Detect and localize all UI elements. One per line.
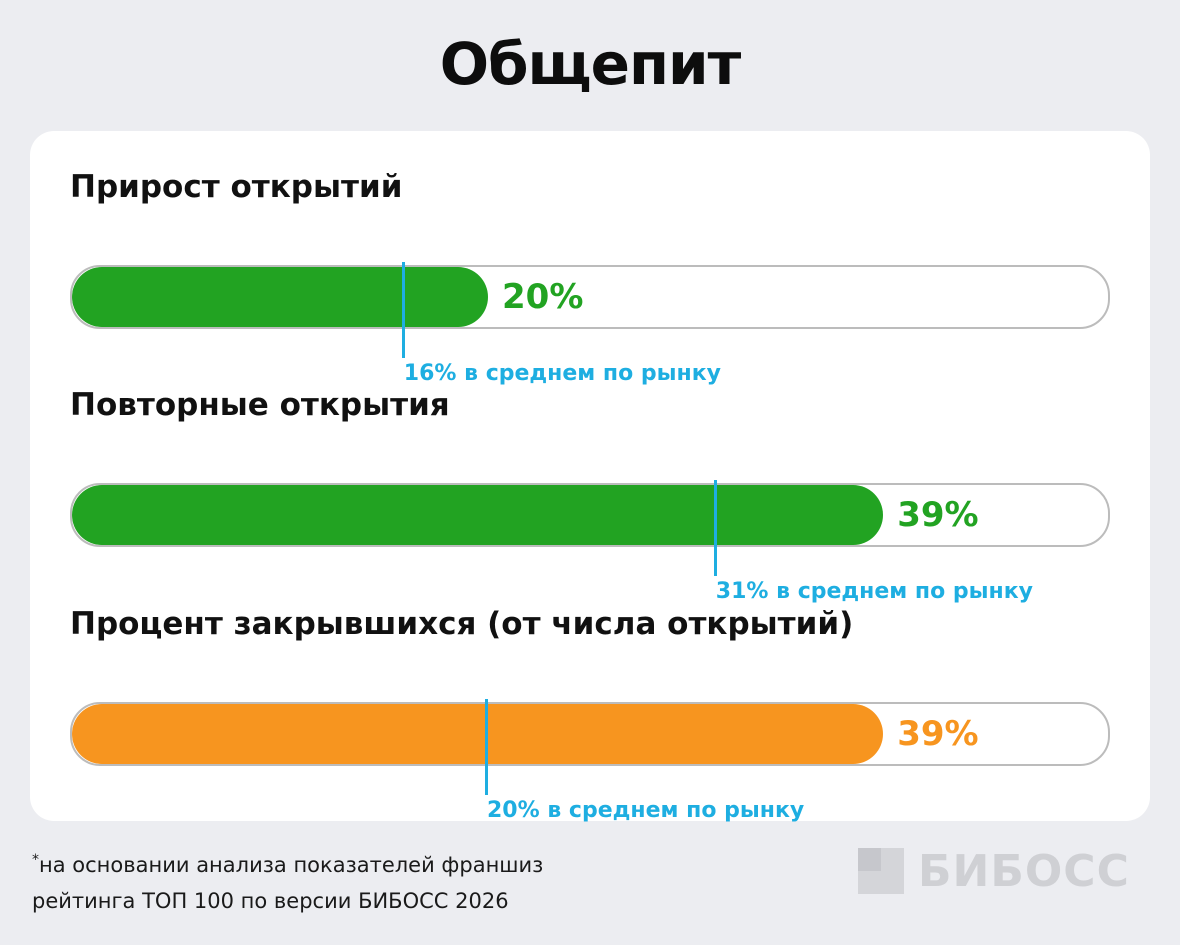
bar-track [70,265,1110,329]
metric-closed-share: Процент закрывшихся (от числа открытий) … [70,606,1110,823]
market-average-marker [485,699,488,795]
logo-mark-icon [858,848,904,894]
bar-fill [72,267,488,327]
metric-title: Повторные открытия [70,387,450,423]
market-average-label: 31% в среднем по рынку [715,579,1034,604]
footnote-line-2: рейтинга ТОП 100 по версии БИБОСС 2026 [32,889,509,913]
value-label: 39% [897,714,979,754]
metric-growth: Прирост открытий 20% 16% в среднем по ры… [70,169,1110,386]
bar-fill [72,704,884,764]
market-average-label: 16% в среднем по рынку [403,361,722,386]
metric-repeat-openings: Повторные открытия 39% 31% в среднем по … [70,387,1110,604]
footnote: *на основании анализа показателей франши… [32,842,543,919]
bar-track [70,702,1110,766]
market-average-marker [401,262,405,358]
value-label: 39% [897,495,979,535]
value-label: 20% [502,277,584,317]
brand-logo: БИБОСС [858,845,1130,897]
footnote-line-1: на основании анализа показателей франшиз [39,853,544,877]
bar-fill [72,485,884,545]
market-average-label: 20% в среднем по рынку [487,798,805,823]
page-title: Общепит [439,30,742,98]
market-average-marker [713,480,717,576]
metric-title: Процент закрывшихся (от числа открытий) [70,606,854,642]
bar-track [70,483,1110,547]
chart-card: Прирост открытий 20% 16% в среднем по ры… [30,131,1150,823]
footnote-mark: * [32,852,39,868]
metric-title: Прирост открытий [70,169,403,205]
logo-text: БИБОСС [918,845,1130,897]
